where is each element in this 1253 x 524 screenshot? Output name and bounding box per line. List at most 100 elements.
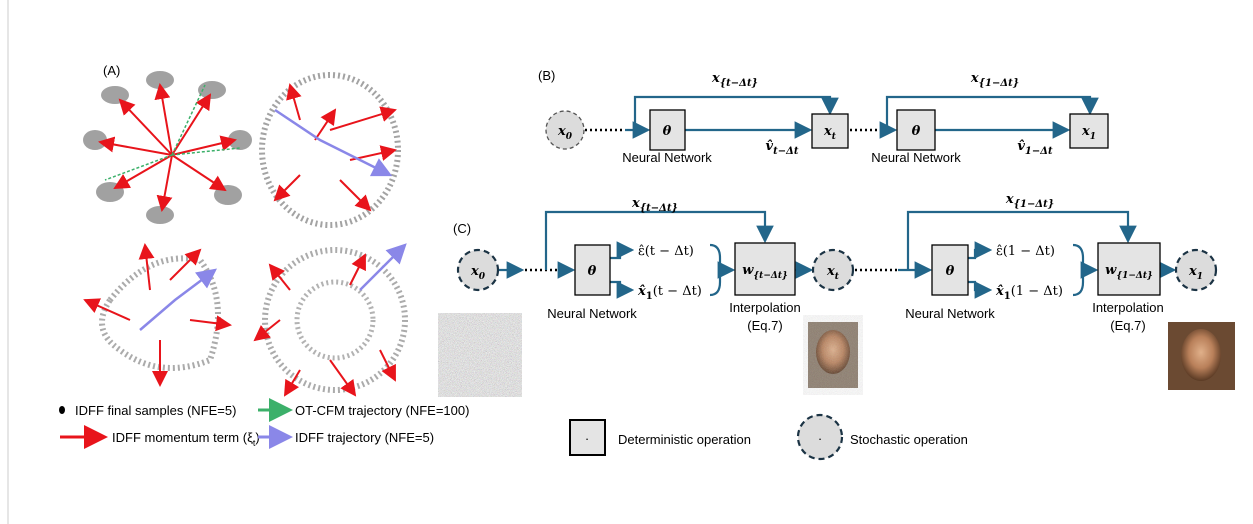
label-part: w xyxy=(742,263,754,278)
label-part: 1 xyxy=(1090,132,1096,142)
decoration xyxy=(350,255,365,285)
node-caption: Neural Network xyxy=(871,150,961,165)
output-label: x̂1(1 − Δt) xyxy=(995,284,1063,302)
decoration xyxy=(162,155,172,210)
arrow xyxy=(968,250,990,258)
decoration xyxy=(330,110,395,130)
legend: IDFF final samples (NFE=5) OT-CFM trajec… xyxy=(59,403,469,448)
label-part: w xyxy=(1105,263,1117,278)
decoration xyxy=(146,206,174,224)
skip-label: x{t−Δt} xyxy=(711,71,758,89)
image-face xyxy=(1181,329,1221,381)
key-symbol: . xyxy=(585,428,589,443)
decoration xyxy=(172,148,240,155)
edge-label: v̂1−Δt xyxy=(1017,139,1053,157)
label-part: x̂ xyxy=(995,284,1004,299)
label-part: IDFF momentum term (ξ xyxy=(112,430,253,445)
face-image xyxy=(808,322,858,388)
decoration xyxy=(172,140,235,155)
decoration xyxy=(290,85,300,120)
output-label: x̂1(t − Δt) xyxy=(637,284,702,302)
label-part: x xyxy=(970,71,979,86)
label-part: t−Δt xyxy=(773,146,799,157)
decoration xyxy=(115,155,172,188)
label-part: x xyxy=(557,124,566,139)
label-part: x xyxy=(631,196,640,211)
output-label: ε̂(1 − Δt) xyxy=(996,244,1055,259)
sample-cloud xyxy=(265,250,405,390)
decoration xyxy=(105,155,172,180)
arrow xyxy=(610,250,632,258)
panel-label: (A) xyxy=(103,63,120,78)
face-image xyxy=(1168,322,1235,390)
node-caption: Interpolation xyxy=(1092,300,1164,315)
panel-label: (C) xyxy=(453,221,471,236)
decoration xyxy=(172,155,225,190)
output-label: ε̂(t − Δt) xyxy=(638,244,694,259)
label-part: {t−Δt} xyxy=(640,203,678,214)
label-part: (t − Δt) xyxy=(653,284,702,299)
label-part: 1−Δt xyxy=(1025,146,1053,157)
node-label: θ xyxy=(588,264,597,279)
label-part: x xyxy=(826,264,835,279)
legend-label: OT-CFM trajectory (NFE=100) xyxy=(295,403,469,418)
arrow xyxy=(610,282,632,290)
label-part: x xyxy=(823,124,832,139)
node-label: θ xyxy=(912,124,921,139)
label-part: (1 − Δt) xyxy=(1011,284,1063,299)
decoration xyxy=(172,85,205,155)
scatter-panel xyxy=(83,71,405,395)
label-part: x xyxy=(470,264,479,279)
label-part: 0 xyxy=(479,272,486,282)
arrow xyxy=(968,282,990,290)
decoration xyxy=(170,250,200,280)
image-noise xyxy=(808,322,858,388)
key-label: Stochastic operation xyxy=(850,432,968,447)
decoration xyxy=(315,110,335,140)
decoration xyxy=(340,180,370,210)
panel-label: (B) xyxy=(538,68,555,83)
decoration xyxy=(101,86,129,104)
decoration xyxy=(172,95,210,155)
key-label: Deterministic operation xyxy=(618,432,751,447)
legend-marker xyxy=(59,406,65,414)
label-part: 1 xyxy=(1004,291,1011,302)
sample-cloud xyxy=(83,71,252,224)
label-part: {1−Δt} xyxy=(1116,271,1153,281)
sample-cloud xyxy=(262,75,398,225)
label-part: x xyxy=(711,71,720,86)
legend-label: IDFF momentum term (ξt) xyxy=(112,430,260,448)
skip-label: x{1−Δt} xyxy=(1005,192,1054,210)
sample-cloud xyxy=(297,282,373,358)
legend-label: IDFF final samples (NFE=5) xyxy=(75,403,236,418)
decoration xyxy=(190,320,230,325)
label-part: x xyxy=(1005,192,1014,207)
node-caption: (Eq.7) xyxy=(1110,318,1145,333)
brace xyxy=(1073,245,1089,295)
idff-path xyxy=(360,245,405,290)
node-label: θ xyxy=(663,124,672,139)
node-caption: Neural Network xyxy=(905,306,995,321)
idff-path xyxy=(275,110,390,175)
node-label: θ xyxy=(946,264,955,279)
label-part: {1−Δt} xyxy=(979,78,1020,89)
noise-image xyxy=(445,320,515,390)
label-part: {1−Δt} xyxy=(1014,199,1055,210)
label-part: x xyxy=(1081,124,1090,139)
label-part: 0 xyxy=(566,132,573,142)
node-caption: Neural Network xyxy=(547,306,637,321)
label-part: {t−Δt} xyxy=(720,78,758,89)
node-caption: (Eq.7) xyxy=(747,318,782,333)
legend-label: IDFF trajectory (NFE=5) xyxy=(295,430,434,445)
node-caption: Interpolation xyxy=(729,300,801,315)
decoration xyxy=(85,300,130,320)
decoration xyxy=(83,130,107,150)
label-part: 1 xyxy=(646,291,653,302)
node-caption: Neural Network xyxy=(622,150,712,165)
label-part: x xyxy=(1188,264,1197,279)
label-part: {t−Δt} xyxy=(753,271,788,281)
decoration xyxy=(214,185,242,205)
key-symbol: . xyxy=(818,428,822,443)
label-part: x̂ xyxy=(637,284,646,299)
label-part: 1 xyxy=(1197,272,1203,282)
